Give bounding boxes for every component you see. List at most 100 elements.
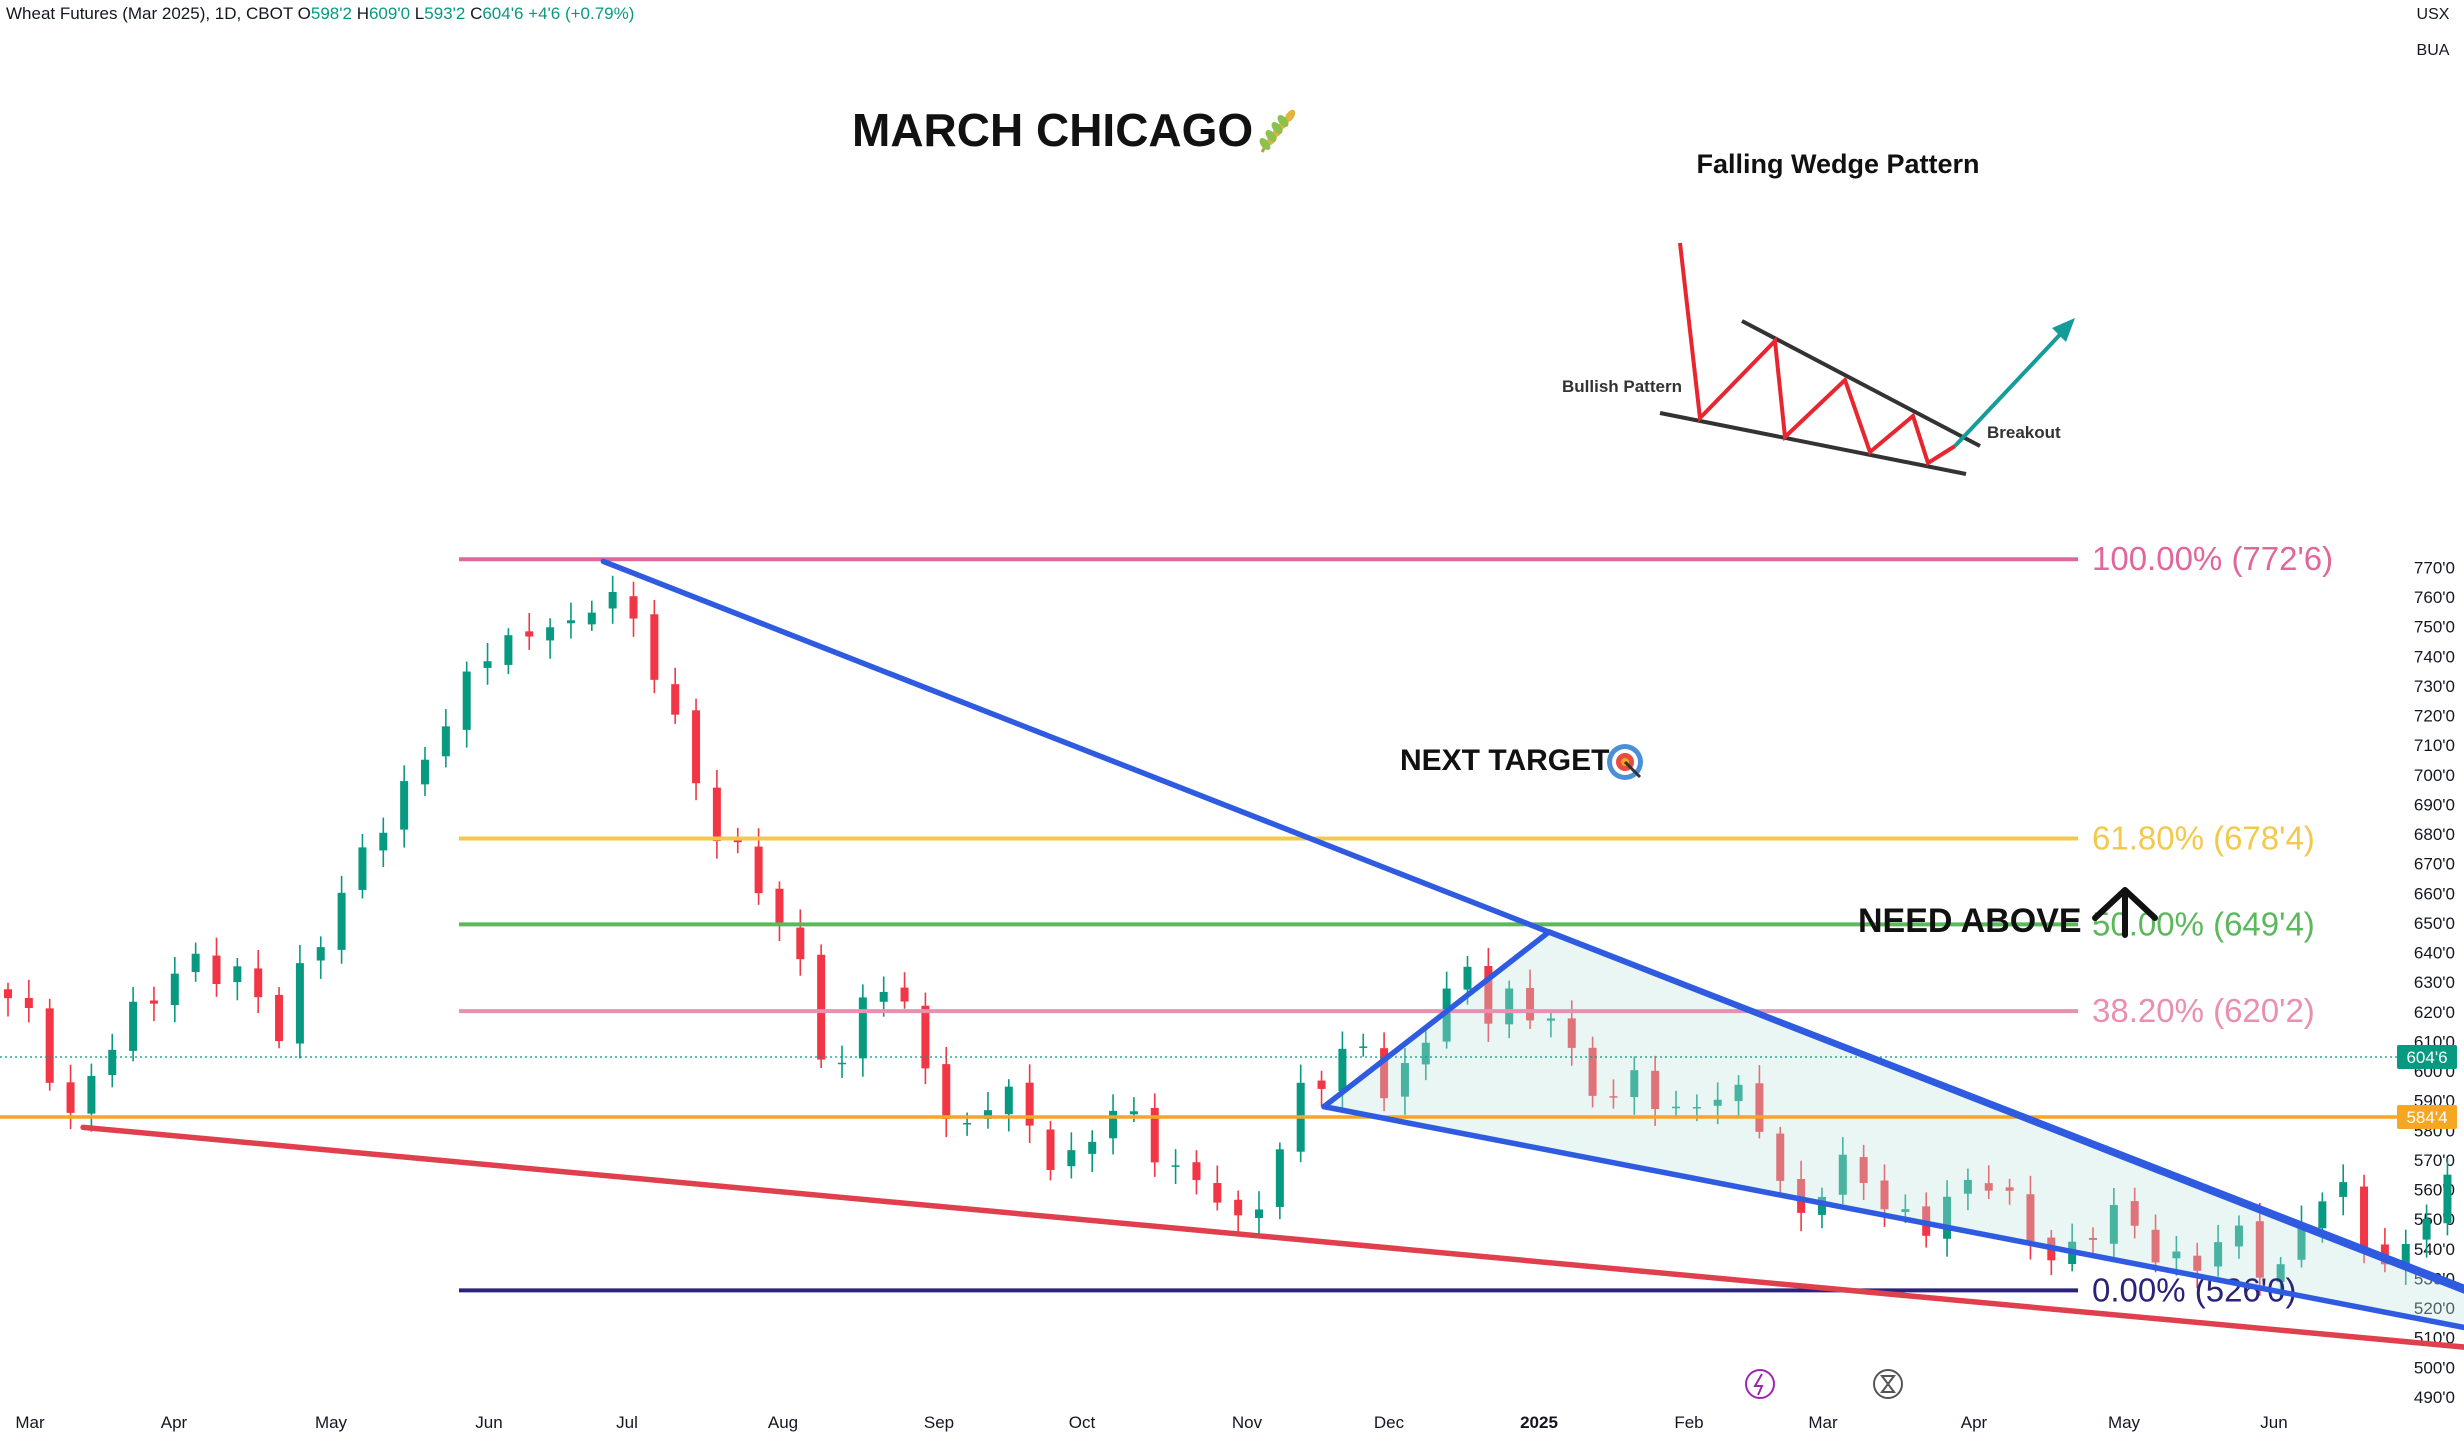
candle [796,909,805,976]
candle [379,817,388,867]
candle [2255,1203,2264,1296]
candle [1963,1168,1972,1211]
trendline-wedge-inner-left[interactable] [1321,929,1552,1110]
candle [108,1033,117,1088]
candle [2151,1214,2160,1273]
y-tick-label: 760'0 [2414,588,2455,607]
x-tick-label: Mar [1808,1413,1838,1432]
fib-level[interactable]: 100.00% (772'6) [459,540,2333,577]
candle [462,661,471,748]
candle [212,937,221,997]
candle [900,972,909,1009]
hourglass-icon[interactable] [1873,1369,1903,1399]
need-above-annotation: NEED ABOVE [1858,902,2082,940]
high-value: 609'0 [368,4,411,23]
candle [1526,969,1535,1029]
y-tick-label: 540'0 [2414,1240,2455,1259]
candle [1275,1142,1284,1220]
change-value: +4'6 (+0.79%) [528,4,635,23]
y-tick-label: 730'0 [2414,677,2455,696]
candle [1004,1079,1013,1132]
candle [358,833,367,899]
x-tick-label: Dec [1374,1413,1405,1432]
y-tick-label: 520'0 [2414,1299,2455,1318]
candle [504,628,513,675]
x-tick-label: 2025 [1520,1413,1558,1432]
open-key: O [297,4,311,23]
candle [1296,1064,1305,1163]
x-tick-label: Feb [1674,1413,1703,1432]
arrow-up-icon [2092,887,2158,938]
fib-label: 38.20% (620'2) [2092,992,2315,1029]
candle [1943,1180,1952,1257]
y-tick-label: 770'0 [2414,558,2455,577]
candle [1317,1070,1326,1107]
candle [692,698,701,801]
inset-bullish-label: Bullish Pattern [1562,377,1682,396]
candle [629,581,638,637]
fib-label: 50.00% (649'4) [2092,905,2315,942]
y-tick-label: 750'0 [2414,618,2455,637]
y-tick-label: 650'0 [2414,914,2455,933]
trendline-wedge-inner-upper[interactable] [1546,929,2464,1368]
inset-title: Falling Wedge Pattern [1696,149,1979,179]
candle [170,956,179,1023]
y-tick-label: 720'0 [2414,707,2455,726]
candle [1984,1165,1993,1200]
candle [441,709,450,768]
candle [2297,1205,2306,1268]
close-key: C [470,4,483,23]
y-tick-label: 670'0 [2414,855,2455,874]
candle [149,986,158,1022]
open-value: 598'2 [310,4,352,23]
candle [191,942,200,982]
candle [1755,1065,1764,1139]
y-tick-label: 570'0 [2414,1151,2455,1170]
candle [45,998,54,1091]
candle [2172,1235,2181,1276]
candle [1859,1144,1868,1200]
candle [2109,1188,2118,1262]
fib-level[interactable]: 38.20% (620'2) [459,992,2315,1029]
x-tick-label: Nov [1232,1413,1263,1432]
fib-level[interactable]: 61.80% (678'4) [459,819,2315,856]
trendline-wedge-lower-outer[interactable] [1321,1103,2464,1368]
candle [1546,1010,1555,1038]
candle [2005,1178,2014,1205]
y-tick-label: 740'0 [2414,647,2455,666]
candle [2443,1158,2452,1236]
candle [983,1092,992,1129]
fib-level[interactable]: 0.00% (526'0) [459,1271,2296,1308]
candle [838,1045,846,1078]
bolt-icon[interactable] [1745,1369,1775,1399]
candle [1734,1075,1743,1117]
candle [1672,1090,1680,1118]
x-axis[interactable]: Mar Apr May Jun Jul Aug Sep Oct Nov Dec 2025 Feb Mar… [15,1413,2287,1432]
candle [608,575,617,624]
low-key: L [414,4,425,23]
high-key: H [356,4,369,23]
candle [2339,1164,2348,1216]
candle [1213,1165,1222,1211]
candle [858,984,867,1077]
current-price-tag-text: 604'6 [2406,1048,2447,1067]
candle [1380,1032,1389,1112]
fib-level[interactable]: 50.00% (649'4) [459,905,2315,942]
unit-label[interactable]: BUA [2416,42,2450,59]
currency-label[interactable]: USX [2416,6,2450,23]
trendline-red-support[interactable] [80,1124,2464,1361]
candle [1150,1093,1159,1177]
x-tick-label: Jul [616,1413,638,1432]
candle [1400,1047,1409,1115]
low-value: 593'2 [424,4,466,23]
title-annotation: MARCH CHICAGO [852,104,1253,156]
candle [566,602,575,639]
candle [421,746,429,797]
candle [525,613,534,650]
y-tick-label: 700'0 [2414,766,2455,785]
candle [1234,1190,1243,1232]
wedge-fill [1323,931,2464,1328]
candle [942,1047,951,1138]
